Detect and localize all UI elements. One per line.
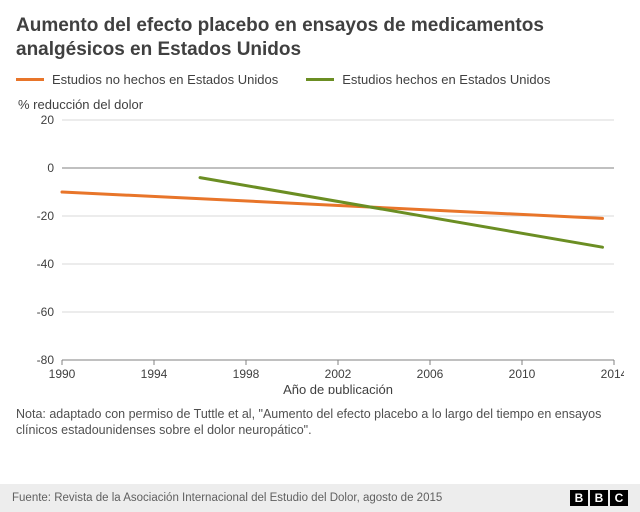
legend-swatch-1 xyxy=(16,78,44,81)
legend-item-1: Estudios no hechos en Estados Unidos xyxy=(16,72,278,87)
source-text: Fuente: Revista de la Asociación Interna… xyxy=(12,492,442,504)
legend-label-1: Estudios no hechos en Estados Unidos xyxy=(52,72,278,87)
svg-text:2002: 2002 xyxy=(325,367,352,381)
y-axis-label: % reducción del dolor xyxy=(16,97,624,112)
chart-container: Aumento del efecto placebo en ensayos de… xyxy=(0,0,640,512)
chart-note: Nota: adaptado con permiso de Tuttle et … xyxy=(16,406,624,440)
svg-text:1994: 1994 xyxy=(141,367,168,381)
bbc-block-2: B xyxy=(590,490,608,506)
svg-text:2006: 2006 xyxy=(417,367,444,381)
bbc-block-1: B xyxy=(570,490,588,506)
chart-area: 20 0 -20 -40 -60 -801990 1994 1998 2002 2006 2010 2… xyxy=(16,114,624,394)
legend: Estudios no hechos en Estados Unidos Est… xyxy=(16,72,624,87)
chart-svg: 20 0 -20 -40 -60 -801990 1994 1998 2002 2006 2010 2… xyxy=(16,114,624,394)
legend-label-2: Estudios hechos en Estados Unidos xyxy=(342,72,550,87)
footer-bar: Fuente: Revista de la Asociación Interna… xyxy=(0,484,640,512)
svg-text:1990: 1990 xyxy=(49,367,76,381)
svg-text:20: 20 xyxy=(41,114,55,127)
bbc-logo: B B C xyxy=(570,490,628,506)
svg-text:1998: 1998 xyxy=(233,367,260,381)
svg-text:2014: 2014 xyxy=(601,367,624,381)
svg-text:-20: -20 xyxy=(37,209,55,223)
svg-text:Año de publicación: Año de publicación xyxy=(283,382,393,394)
svg-text:2010: 2010 xyxy=(509,367,536,381)
svg-text:0: 0 xyxy=(47,161,54,175)
legend-item-2: Estudios hechos en Estados Unidos xyxy=(306,72,550,87)
bbc-block-3: C xyxy=(610,490,628,506)
svg-text:-40: -40 xyxy=(37,257,55,271)
legend-swatch-2 xyxy=(306,78,334,81)
chart-title: Aumento del efecto placebo en ensayos de… xyxy=(16,14,624,62)
svg-text:-80: -80 xyxy=(37,353,55,367)
svg-text:-60: -60 xyxy=(37,305,55,319)
